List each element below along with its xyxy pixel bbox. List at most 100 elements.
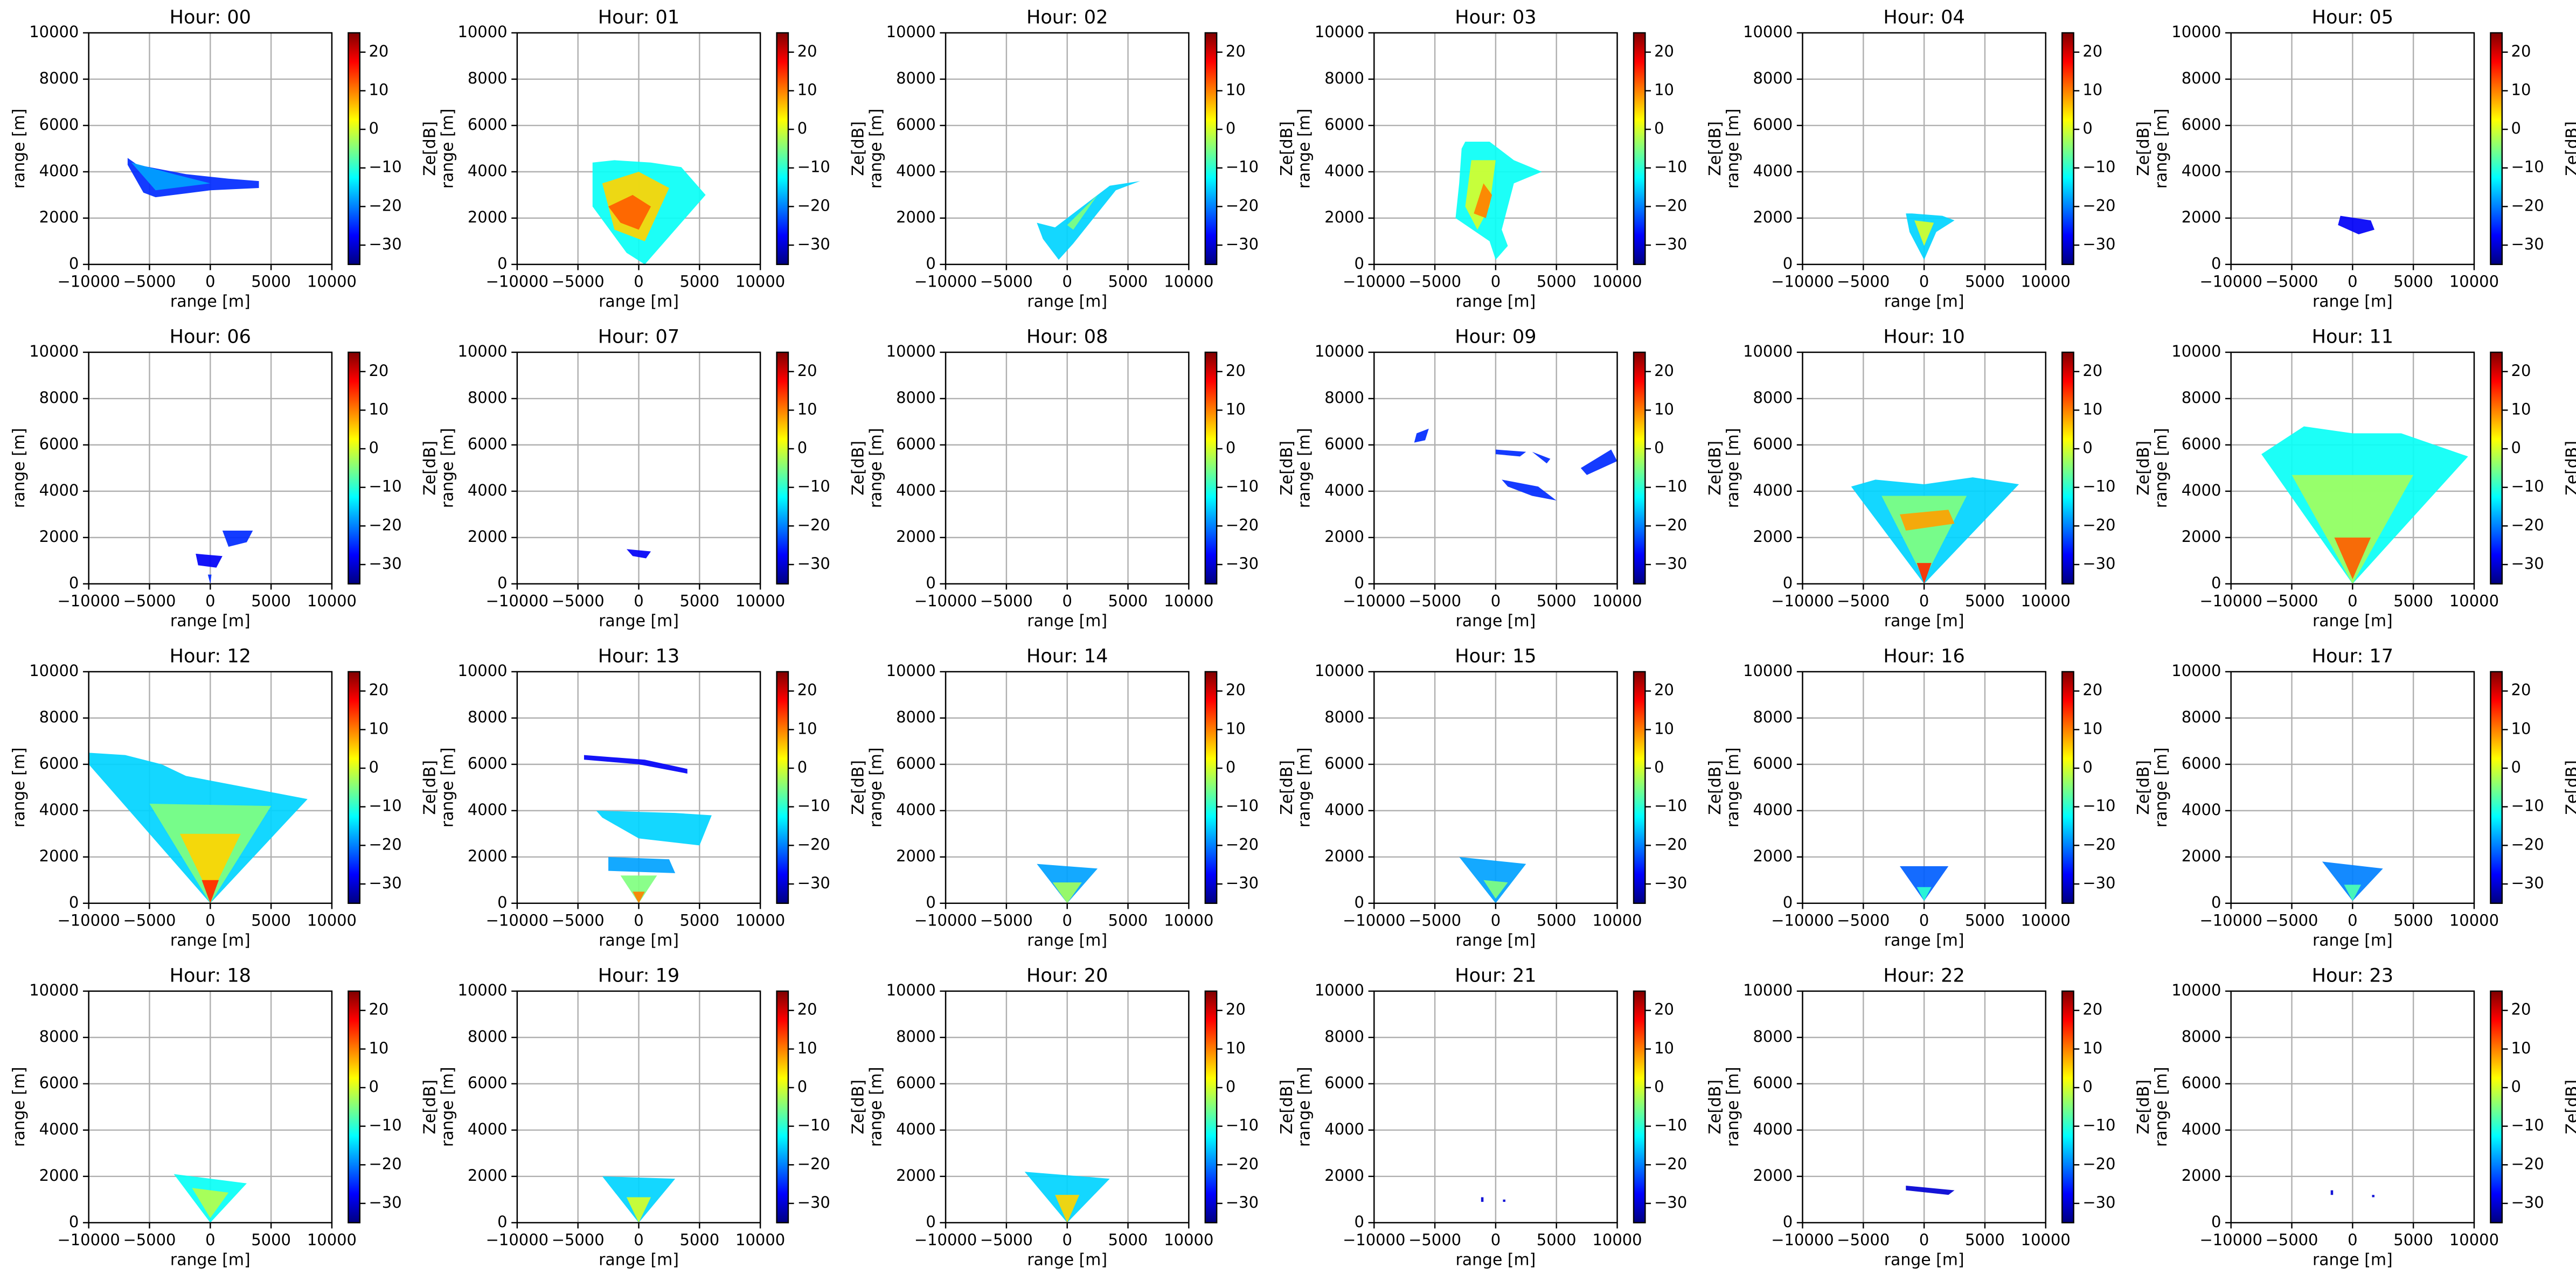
colorbar-label: Ze[dB] bbox=[1277, 1080, 1296, 1134]
y-tick-label: 2000 bbox=[39, 1166, 79, 1185]
y-tick-label: 6000 bbox=[896, 435, 936, 453]
y-tick-label: 4000 bbox=[1753, 481, 1793, 499]
y-tick-label: 10000 bbox=[29, 342, 79, 360]
x-tick-label: −5000 bbox=[1837, 272, 1890, 290]
subplot-title: Hour: 14 bbox=[1026, 645, 1108, 667]
x-tick-label: 5000 bbox=[1108, 1230, 1148, 1249]
colorbar-tick-label: −10 bbox=[2511, 1116, 2544, 1134]
colorbar bbox=[2490, 32, 2503, 266]
y-tick-label: 0 bbox=[1355, 893, 1364, 911]
colorbar-tick-label: −30 bbox=[1226, 874, 1259, 892]
y-tick-label: 6000 bbox=[39, 115, 79, 134]
echo-region bbox=[1495, 449, 1526, 457]
echo-region bbox=[584, 755, 688, 774]
y-tick-label: 10000 bbox=[457, 342, 507, 360]
colorbar-tick-label: 0 bbox=[2082, 758, 2092, 776]
y-tick-label: 8000 bbox=[468, 388, 508, 407]
y-tick-label: 2000 bbox=[896, 527, 936, 546]
colorbar-tick-label: −20 bbox=[369, 1154, 402, 1173]
y-tick-label: 0 bbox=[497, 254, 507, 273]
y-axis-label: range [m] bbox=[2152, 428, 2171, 509]
y-tick-label: 2000 bbox=[39, 527, 79, 546]
colorbar-tick-label: 0 bbox=[1226, 119, 1235, 137]
colorbar-tick-label: −10 bbox=[369, 1116, 402, 1134]
y-tick-label: 0 bbox=[69, 254, 79, 273]
y-tick-label: 8000 bbox=[1753, 708, 1793, 726]
y-tick-label: 2000 bbox=[2182, 527, 2221, 546]
y-axis-label: range [m] bbox=[1295, 109, 1314, 189]
y-tick-label: 0 bbox=[69, 893, 79, 911]
x-tick-label: 5000 bbox=[2393, 272, 2433, 290]
x-tick-label: 10000 bbox=[1592, 272, 1642, 290]
colorbar bbox=[1204, 671, 1218, 904]
x-tick-label: 10000 bbox=[2021, 272, 2071, 290]
axes-frame bbox=[1802, 671, 2046, 904]
y-tick-label: 6000 bbox=[468, 115, 508, 134]
y-tick-label: 4000 bbox=[896, 800, 936, 819]
colorbar-tick-label: −20 bbox=[797, 516, 830, 534]
colorbar-tick-label: −10 bbox=[1654, 158, 1687, 176]
x-tick-label: −5000 bbox=[1408, 1230, 1461, 1249]
subplot-title: Hour: 10 bbox=[1883, 326, 1964, 348]
colorbar-tick-label: −10 bbox=[2082, 797, 2115, 815]
x-tick-label: 5000 bbox=[2393, 591, 2433, 610]
x-tick-label: 5000 bbox=[1965, 272, 2005, 290]
y-tick-label: 8000 bbox=[1324, 708, 1364, 726]
colorbar-tick-label: −30 bbox=[2082, 235, 2115, 253]
y-axis-label: range [m] bbox=[2152, 109, 2171, 189]
subplot-title: Hour: 07 bbox=[598, 326, 679, 348]
x-tick-label: −5000 bbox=[2266, 911, 2318, 929]
colorbar-tick-label: −30 bbox=[1654, 554, 1687, 573]
colorbar-tick-label: 0 bbox=[2082, 438, 2092, 457]
y-tick-label: 4000 bbox=[468, 800, 508, 819]
y-tick-label: 6000 bbox=[468, 435, 508, 453]
x-tick-label: 0 bbox=[634, 1230, 643, 1249]
y-tick-label: 0 bbox=[69, 1213, 79, 1231]
y-tick-label: 2000 bbox=[468, 208, 508, 226]
echo-region bbox=[2322, 861, 2383, 901]
y-tick-label: 8000 bbox=[2182, 1027, 2221, 1046]
y-tick-label: 10000 bbox=[29, 23, 79, 41]
colorbar-label: Ze[dB] bbox=[2563, 1080, 2576, 1134]
colorbar bbox=[348, 671, 360, 904]
subplot: −10000 −5000 0 5000 10000 0 2000 4000 6000 8000 10… bbox=[867, 645, 1296, 950]
x-tick-label: −10000 bbox=[486, 1230, 548, 1249]
x-tick-label: 10000 bbox=[2449, 911, 2499, 929]
colorbar-tick-label: 0 bbox=[2082, 1077, 2092, 1096]
x-tick-label: 0 bbox=[1062, 1230, 1072, 1249]
y-tick-label: 2000 bbox=[1753, 527, 1793, 546]
y-tick-label: 10000 bbox=[2171, 662, 2221, 680]
x-tick-label: 0 bbox=[1491, 1230, 1501, 1249]
y-tick-label: 0 bbox=[1783, 574, 1793, 592]
y-tick-label: 10000 bbox=[29, 981, 79, 999]
subplot: −10000 −5000 0 5000 10000 0 2000 4000 6000 8000 10… bbox=[1724, 6, 2153, 311]
y-tick-label: 0 bbox=[1783, 1213, 1793, 1231]
y-tick-label: 10000 bbox=[1315, 981, 1364, 999]
colorbar-label: Ze[dB] bbox=[1277, 441, 1296, 496]
colorbar-tick-label: −10 bbox=[2082, 477, 2115, 496]
y-tick-label: 4000 bbox=[1753, 162, 1793, 180]
y-tick-label: 8000 bbox=[39, 1027, 79, 1046]
colorbar-tick-label: 10 bbox=[797, 400, 817, 418]
x-axis-label: range [m] bbox=[599, 611, 679, 630]
y-tick-label: 4000 bbox=[2182, 800, 2221, 819]
y-tick-label: 10000 bbox=[2171, 981, 2221, 999]
colorbar-tick-label: 20 bbox=[2511, 681, 2531, 699]
colorbar-tick-label: 0 bbox=[1654, 119, 1664, 137]
colorbar bbox=[1633, 990, 1646, 1223]
y-tick-label: 4000 bbox=[896, 162, 936, 180]
y-tick-label: 6000 bbox=[2182, 115, 2221, 134]
x-tick-label: −10000 bbox=[2199, 272, 2262, 290]
y-axis-label: range [m] bbox=[2152, 748, 2171, 828]
echo-region bbox=[1037, 181, 1141, 260]
echo-region bbox=[1414, 428, 1429, 443]
x-tick-label: 10000 bbox=[1592, 1230, 1642, 1249]
colorbar-tick-label: 0 bbox=[1654, 1077, 1664, 1096]
x-tick-label: −5000 bbox=[1837, 591, 1890, 610]
colorbar-tick-label: −10 bbox=[797, 1116, 830, 1134]
x-tick-label: 0 bbox=[1062, 272, 1072, 290]
y-tick-label: 8000 bbox=[1324, 388, 1364, 407]
axes-frame bbox=[1373, 990, 1618, 1223]
x-tick-label: 10000 bbox=[1592, 911, 1642, 929]
colorbar-tick-label: −20 bbox=[1226, 1154, 1259, 1173]
